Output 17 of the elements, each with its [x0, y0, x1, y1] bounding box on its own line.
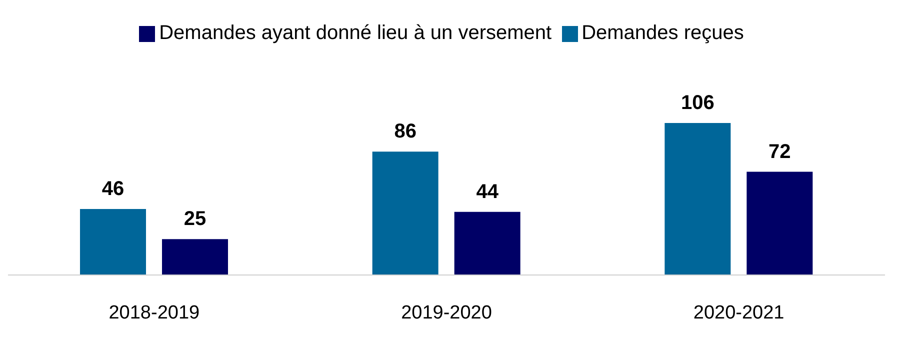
bar — [80, 209, 146, 275]
x-tick-label: 2019-2020 — [401, 302, 492, 324]
bar — [454, 212, 520, 275]
x-tick-label: 2020-2021 — [693, 302, 784, 324]
bar — [372, 152, 438, 275]
data-label: 72 — [768, 140, 791, 163]
bar — [746, 172, 813, 275]
legend-label: Demandes reçues — [582, 22, 744, 44]
data-label: 86 — [394, 120, 416, 143]
bar — [162, 239, 228, 275]
legend-label: Demandes ayant donné lieu à un versement — [159, 22, 552, 44]
bar — [664, 123, 731, 275]
data-label: 44 — [476, 180, 500, 203]
x-tick-label: 2018-2019 — [108, 302, 200, 324]
data-label: 25 — [184, 208, 206, 230]
data-label: 106 — [680, 92, 714, 114]
data-label: 46 — [102, 178, 124, 200]
